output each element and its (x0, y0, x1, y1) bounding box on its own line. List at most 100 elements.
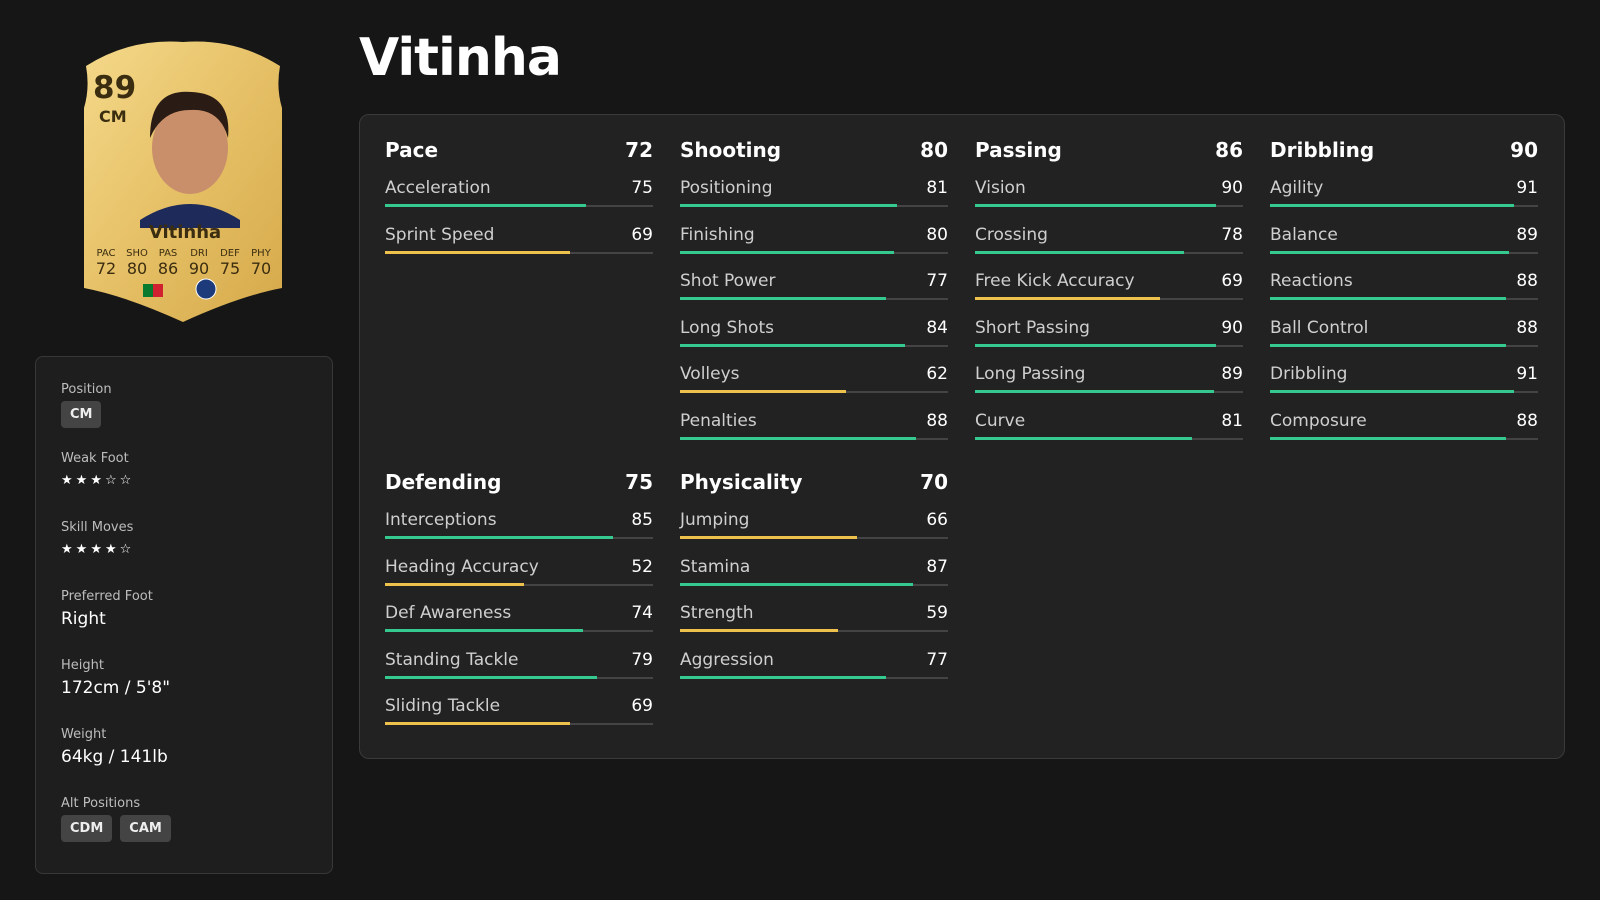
stat-bar (1270, 250, 1509, 254)
attribute-value: 88 (1516, 271, 1538, 291)
attribute-value: 59 (926, 603, 948, 623)
group-value: 90 (1510, 138, 1538, 162)
attribute-name: Long Passing (975, 364, 1086, 384)
attribute-value: 77 (926, 649, 948, 670)
attribute-value: 79 (631, 649, 653, 670)
attribute-name: Ball Control (1270, 317, 1369, 338)
player-card (84, 41, 282, 322)
info-label: Skill Moves (61, 520, 134, 535)
group-name: Physicality (680, 470, 803, 494)
stat-bar (975, 343, 1217, 347)
stat-bar (1270, 204, 1514, 207)
attribute-value: 88 (926, 410, 948, 431)
attribute-value: 84 (926, 317, 948, 338)
group-name: Passing (975, 138, 1062, 162)
attribute-value: 88 (1516, 317, 1538, 338)
star: ★ (75, 542, 88, 557)
attribute-value: 89 (1516, 224, 1538, 245)
group-value: 72 (625, 138, 653, 162)
group-value: 75 (625, 470, 653, 494)
card-stat-label: PAC (96, 248, 116, 259)
stat-bar (680, 536, 857, 539)
attribute-value: 77 (926, 271, 948, 291)
stat-bar (385, 629, 584, 632)
attribute-value: 91 (1516, 364, 1538, 384)
stat-bar (1270, 436, 1506, 440)
info-value: 64kg / 141lb (61, 747, 168, 767)
attribute-value: 81 (1221, 410, 1243, 431)
stat-bar (975, 390, 1214, 393)
card-stat-value: 80 (126, 259, 148, 278)
info-label: Alt Positions (61, 796, 141, 811)
attribute-value: 66 (926, 510, 948, 530)
attribute-name: Aggression (680, 649, 774, 670)
attribute-value: 90 (1221, 178, 1243, 198)
card-name: Vitinha (148, 222, 222, 243)
stat-bar (680, 250, 895, 254)
group-name: Dribbling (1270, 138, 1375, 162)
card-stat-label: PAS (158, 248, 178, 259)
star: ☆ (119, 542, 132, 557)
stat-bar (975, 204, 1217, 207)
stat-bar (680, 436, 916, 440)
attribute-name: Interceptions (385, 510, 497, 530)
attribute-value: 88 (1516, 410, 1538, 431)
info-label: Weight (61, 727, 107, 742)
card-stat-value: 70 (250, 259, 272, 278)
attribute-value: 80 (926, 224, 948, 245)
attribute-value: 69 (631, 696, 653, 716)
stat-bar (680, 204, 898, 207)
star-rating: ★ ★ ★ ☆ ☆ (61, 469, 134, 488)
stat-bar (385, 582, 525, 586)
card-stat-label: DEF (220, 248, 240, 259)
star-rating: ★ ★ ★ ★ ☆ (61, 538, 134, 557)
card-stat-value: 75 (219, 259, 241, 278)
attribute-name: Finishing (680, 224, 755, 245)
position-tag: CM (61, 401, 102, 428)
attribute-value: 69 (631, 224, 653, 245)
group-value: 86 (1215, 138, 1243, 162)
star: ★ (104, 542, 117, 557)
stat-bar (680, 343, 906, 347)
star: ★ (75, 473, 88, 488)
stat-bar (975, 250, 1185, 254)
card-stat-label: DRI (190, 248, 208, 259)
info-label: Height (61, 658, 104, 673)
attribute-name: Jumping (680, 510, 750, 530)
tag-row: CDM CAM (61, 815, 179, 842)
attribute-name: Strength (680, 603, 754, 623)
attribute-value: 85 (631, 510, 653, 530)
stat-bar (385, 675, 597, 679)
attribute-name: Agility (1270, 178, 1324, 198)
card-position: CM (99, 107, 127, 126)
player-face (152, 102, 228, 194)
attribute-name: Sprint Speed (385, 224, 495, 245)
card-stat-value: 86 (157, 259, 179, 278)
stat-bar (680, 629, 839, 632)
player-name: Vitinha (359, 28, 562, 88)
card-stat-value: 90 (188, 259, 210, 278)
attribute-name: Sliding Tackle (385, 696, 501, 716)
attribute-name: Crossing (975, 224, 1048, 245)
group-value: 70 (920, 470, 948, 494)
attribute-name: Heading Accuracy (385, 556, 539, 577)
star: ☆ (104, 473, 117, 488)
attribute-value: 90 (1221, 317, 1243, 338)
star: ★ (61, 473, 73, 488)
attribute-name: Def Awareness (385, 603, 512, 623)
attribute-value: 62 (926, 364, 948, 384)
star: ☆ (119, 473, 132, 488)
group-name: Shooting (680, 138, 782, 162)
attribute-name: Penalties (680, 410, 757, 431)
attribute-name: Dribbling (1270, 364, 1348, 384)
attribute-name: Volleys (680, 364, 740, 384)
stat-bar (1270, 390, 1514, 393)
info-label: Position (61, 382, 112, 397)
stat-bar (1270, 343, 1506, 347)
attribute-name: Curve (975, 410, 1026, 431)
club-badge (195, 278, 217, 300)
attribute-name: Long Shots (680, 317, 775, 338)
info-panel: Position CM Weak Foot ★ ★ ★ ☆ ☆ Skill Moves ★ ★ ★ ★ ☆… (35, 356, 333, 874)
info-label: Preferred Foot (61, 589, 153, 604)
